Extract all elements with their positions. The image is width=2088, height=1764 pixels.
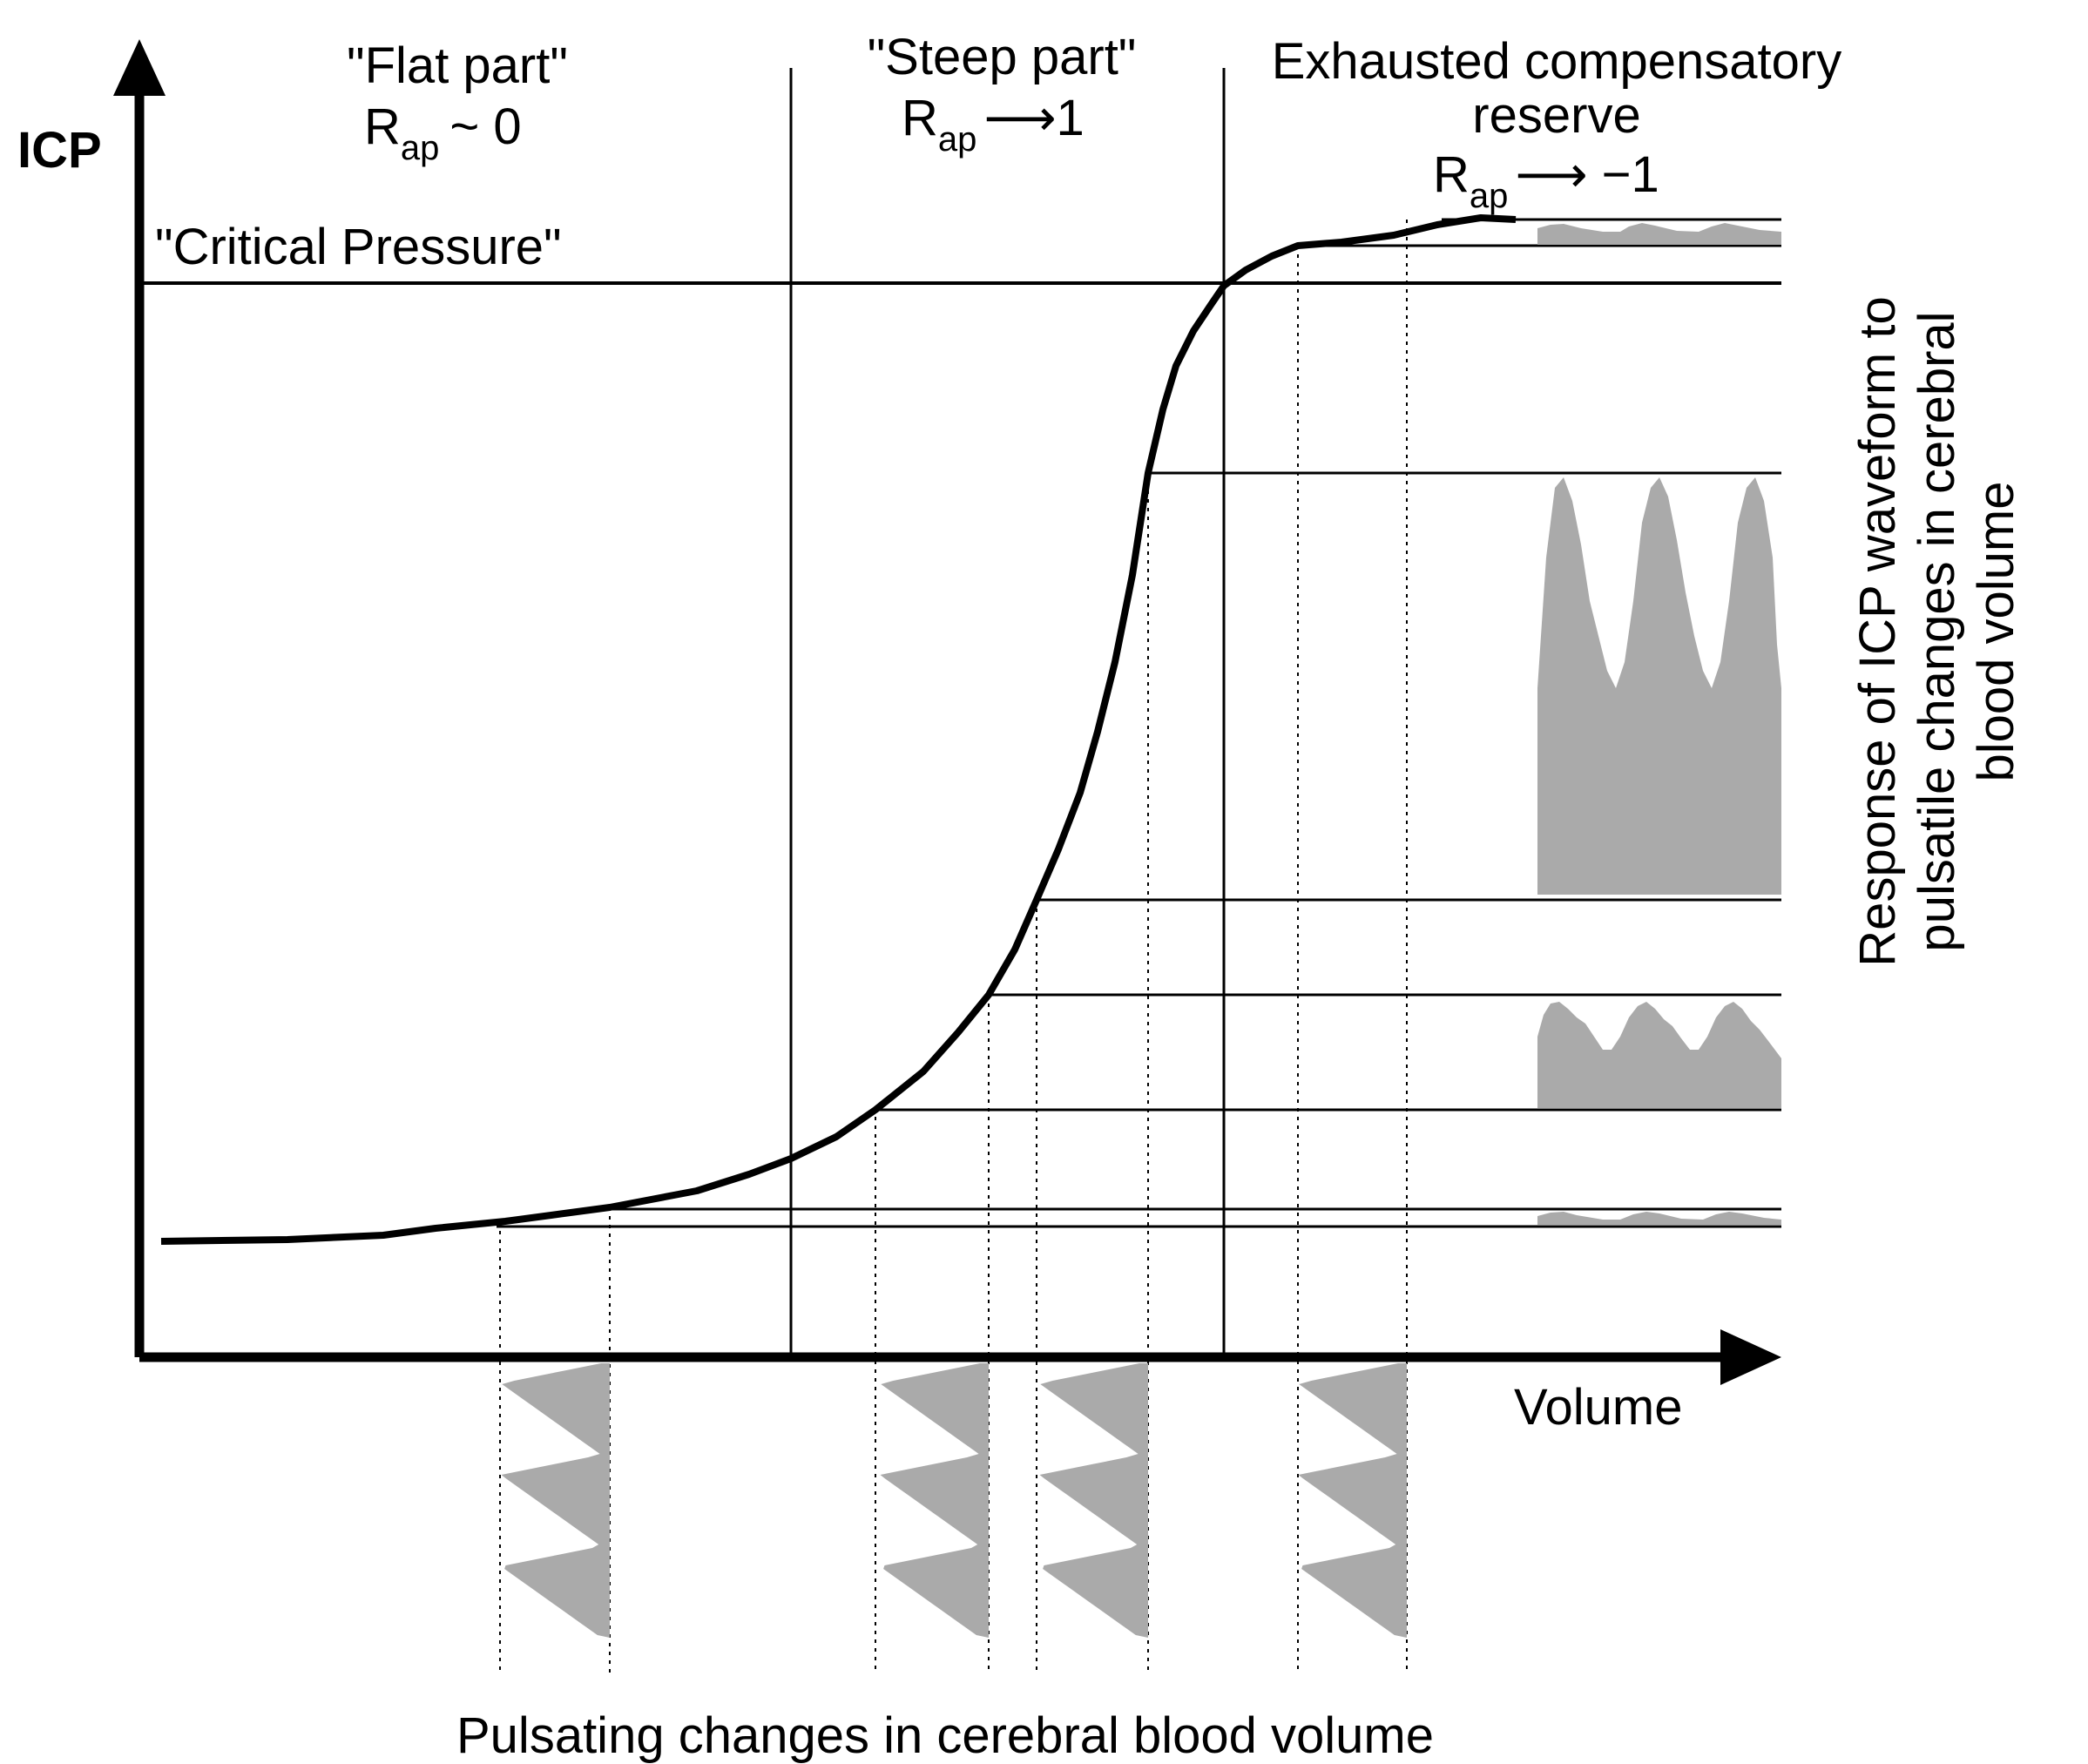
critical-pressure-label: "Critical Pressure"	[155, 219, 562, 275]
steep-part-title: "Steep part"	[868, 29, 1137, 85]
projection-lines	[497, 218, 1781, 1228]
icp-waveform-flat	[1537, 223, 1781, 245]
volume-pulse-waveform	[1298, 1363, 1407, 1638]
volume-pulse-waveform	[880, 1363, 989, 1638]
right-waveforms	[1537, 223, 1781, 1225]
y-axis-arrowhead	[113, 39, 166, 96]
volume-pulse-waveform	[501, 1363, 610, 1638]
right-caption-line2: pulsatile changes in cerebral	[1909, 311, 1965, 951]
right-caption-line1: Response of ICP waveform to	[1849, 296, 1906, 966]
volume-pulse-waveform	[1039, 1363, 1148, 1638]
right-caption-line3: blood volume	[1968, 482, 2024, 782]
icp-waveform-large	[1537, 477, 1781, 895]
pressure-volume-curve	[160, 214, 1517, 1245]
x-axis-arrowhead	[1720, 1329, 1781, 1385]
dotted-verticals	[499, 220, 1408, 1674]
flat-part-label: "Flat part" Rap ~ 0	[347, 37, 568, 167]
zone-dividers	[789, 68, 1226, 1357]
y-axis-label: ICP	[17, 122, 102, 179]
exhausted-title-line1: Exhausted compensatory	[1272, 33, 1841, 90]
exhausted-title-line2: reserve	[1472, 87, 1640, 144]
exhausted-reserve-label: Exhausted compensatory reserve Rap ⟶ −1	[1272, 33, 1841, 215]
icp-waveform-medium	[1537, 1002, 1781, 1108]
volume-waveforms	[501, 1363, 1407, 1638]
icp-waveform-small	[1537, 1212, 1781, 1225]
bottom-caption: Pulsating changes in cerebral blood volu…	[456, 1707, 1434, 1764]
axes	[113, 39, 1781, 1385]
x-axis-label: Volume	[1514, 1379, 1682, 1436]
steep-part-rap: Rap ⟶1	[902, 90, 1085, 159]
steep-part-label: "Steep part" Rap ⟶1	[868, 29, 1137, 159]
flat-part-rap: Rap ~ 0	[364, 98, 522, 167]
flat-part-title: "Flat part"	[347, 37, 568, 94]
exhausted-rap: Rap ⟶ −1	[1433, 146, 1659, 215]
right-caption: Response of ICP waveform to pulsatile ch…	[1849, 296, 2024, 966]
